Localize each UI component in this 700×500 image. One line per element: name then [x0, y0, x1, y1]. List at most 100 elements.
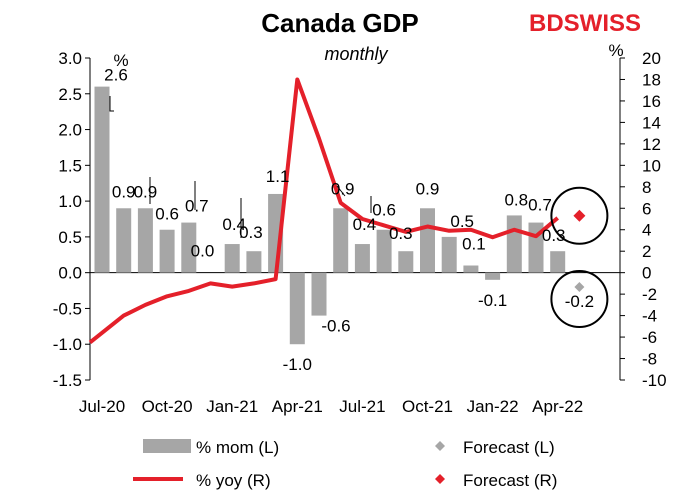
data-label: 0.1 [462, 235, 486, 254]
data-label: 0.3 [239, 223, 263, 242]
bar [506, 215, 522, 273]
legend-label: Forecast (R) [463, 471, 557, 490]
x-tick-label: Oct-20 [142, 397, 193, 416]
left-tick-label: 0.5 [58, 228, 82, 247]
left-tick-label: -1.0 [53, 335, 82, 354]
right-tick-label: -2 [642, 285, 657, 304]
data-label: 0.3 [389, 224, 413, 243]
right-tick-label: 20 [642, 49, 661, 68]
x-tick-label: Jul-21 [339, 397, 385, 416]
bar [94, 86, 110, 273]
forecast-right-point [573, 209, 586, 222]
plot-area: 3.02.52.01.51.00.50.0-0.5-1.0-1.52018161… [53, 49, 667, 416]
bar [246, 251, 262, 273]
data-label: 0.7 [528, 196, 552, 215]
right-tick-label: 0 [642, 264, 651, 283]
bar [181, 222, 197, 273]
label-leader-line [109, 96, 114, 112]
bar [333, 208, 349, 273]
bar [441, 236, 457, 273]
data-label: -0.6 [321, 317, 350, 336]
label-leader-line [336, 185, 346, 197]
legend-label: % mom (L) [196, 438, 279, 457]
chart-title: Canada GDP [261, 8, 419, 38]
right-tick-label: 2 [642, 242, 651, 261]
yoy-line [88, 77, 559, 344]
data-label: 0.5 [450, 212, 474, 231]
svg-text:BDSWISS: BDSWISS [529, 10, 641, 37]
legend-swatch-bar [143, 439, 191, 453]
right-tick-label: 16 [642, 92, 661, 111]
x-tick-label: Apr-21 [272, 397, 323, 416]
forecast-highlight-circle [550, 186, 609, 245]
forecast-left-point [574, 281, 585, 292]
legend-swatch-diamond [435, 474, 445, 484]
bar [224, 244, 240, 273]
right-tick-label: 18 [642, 70, 661, 89]
legend-item: Forecast (L) [435, 438, 555, 457]
right-tick-label: 8 [642, 178, 651, 197]
bar [463, 265, 479, 273]
data-label: -1.0 [283, 355, 312, 374]
bar [485, 272, 501, 280]
bar [311, 272, 327, 316]
bar [420, 208, 435, 273]
right-tick-label: -10 [642, 371, 667, 390]
left-tick-label: -1.5 [53, 371, 82, 390]
x-tick-label: Jan-21 [206, 397, 258, 416]
bar [289, 272, 305, 345]
bar [159, 229, 175, 273]
brand-logo: BDSWISS [529, 10, 641, 37]
legend-item: Forecast (R) [435, 471, 557, 490]
forecast-highlight-circle [550, 269, 609, 328]
left-tick-label: 1.0 [58, 192, 82, 211]
chart-subtitle: monthly [324, 44, 388, 64]
bar [116, 208, 132, 273]
legend: % mom (L) Forecast (L) % yoy (R) Forecast (… [133, 438, 557, 490]
bar [376, 229, 392, 273]
right-tick-label: 4 [642, 221, 651, 240]
left-tick-label: 2.5 [58, 85, 82, 104]
right-tick-label: 12 [642, 135, 661, 154]
left-tick-label: 0.0 [58, 264, 82, 283]
data-label: 0.9 [331, 179, 355, 198]
legend-swatch-diamond [435, 441, 445, 451]
data-label: 0.9 [416, 179, 440, 198]
data-label: 0.7 [185, 197, 209, 216]
x-tick-label: Apr-22 [532, 397, 583, 416]
bar [550, 251, 566, 273]
left-unit-label: % [113, 51, 128, 70]
legend-label: % yoy (R) [196, 471, 271, 490]
data-label: 0.4 [222, 215, 246, 234]
data-label: -0.2 [565, 292, 594, 311]
x-tick-label: Jan-22 [467, 397, 519, 416]
bar [398, 251, 414, 273]
right-tick-label: 10 [642, 156, 661, 175]
data-label: 0.9 [134, 182, 158, 201]
data-label: 0.6 [372, 201, 396, 220]
right-tick-label: -8 [642, 350, 657, 369]
right-tick-label: -4 [642, 307, 657, 326]
x-tick-label: Jul-20 [79, 397, 125, 416]
bar [354, 244, 370, 273]
bar [137, 208, 153, 273]
right-unit-label: % [608, 41, 623, 60]
legend-item: % yoy (R) [133, 471, 271, 490]
data-label: 0.6 [155, 205, 179, 224]
left-tick-label: 2.0 [58, 121, 82, 140]
data-label: 0.0 [191, 242, 215, 261]
data-label: 0.8 [504, 190, 528, 209]
data-label: -0.1 [478, 291, 507, 310]
data-label: 2.6 [104, 66, 128, 85]
right-tick-label: 6 [642, 199, 651, 218]
brand-part2: SWISS [564, 10, 641, 37]
right-tick-label: -6 [642, 328, 657, 347]
left-tick-label: 3.0 [58, 49, 82, 68]
left-tick-label: -0.5 [53, 299, 82, 318]
legend-item: % mom (L) [143, 438, 279, 457]
right-tick-label: 14 [642, 113, 661, 132]
data-label: 1.1 [266, 167, 290, 186]
data-label: 0.4 [353, 215, 377, 234]
brand-part1: BD [529, 10, 564, 37]
